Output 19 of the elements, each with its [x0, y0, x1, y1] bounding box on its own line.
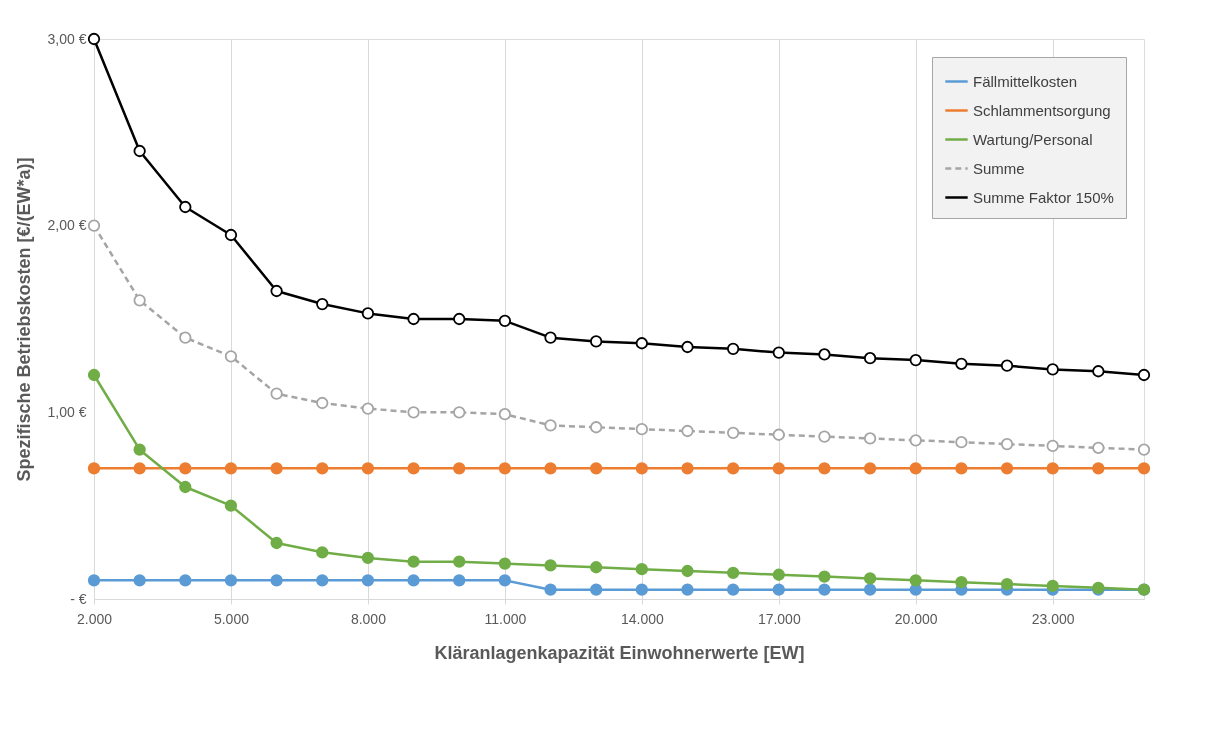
y-tick-label: 2,00 €: [47, 217, 87, 234]
y-tick-label: 3,00 €: [47, 30, 87, 47]
x-tick-label: 5.000: [213, 610, 250, 627]
x-tick-label: 2.000: [76, 610, 113, 627]
x-tick-label: 14.000: [620, 610, 664, 627]
y-tick-label: - €: [70, 590, 87, 607]
x-tick-label: 8.000: [350, 610, 387, 627]
legend-label: Summe: [973, 159, 1025, 177]
x-tick-label: 23.000: [1031, 610, 1075, 627]
legend-label: Schlammentsorgung: [973, 101, 1111, 119]
x-axis-title: Kläranlagenkapazität Einwohnerwerte [EW]: [434, 642, 805, 663]
legend-label: Summe Faktor 150%: [973, 188, 1114, 206]
y-axis-title: Spezifische Betriebskosten [€/(EW*a)]: [13, 157, 34, 482]
x-tick-label: 11.000: [484, 610, 527, 627]
x-tick-label: 20.000: [894, 610, 938, 627]
legend-label: Fällmittelkosten: [973, 72, 1078, 90]
legend-label: Wartung/Personal: [973, 130, 1093, 148]
y-tick-label: 1,00 €: [47, 403, 87, 420]
x-tick-label: 17.000: [757, 610, 801, 627]
